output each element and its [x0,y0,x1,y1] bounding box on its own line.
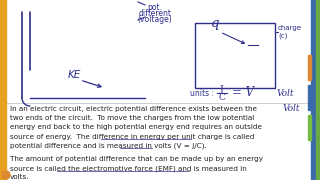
Text: In an electric circuit, electric potential difference exists between the: In an electric circuit, electric potenti… [10,106,257,112]
Bar [316,0,320,180]
Text: (voltage): (voltage) [138,15,172,24]
Bar [195,23,275,88]
Text: KE: KE [68,70,81,80]
Text: different: different [139,9,172,18]
Text: Volt: Volt [282,104,300,113]
Text: energy end back to the high potential energy end requires an outside: energy end back to the high potential en… [10,124,262,130]
Bar [311,0,316,180]
Bar [308,85,311,110]
Text: = V: = V [232,87,254,100]
Text: C: C [219,93,225,102]
Bar [308,55,311,80]
Text: potential difference and is measured in volts (V = J/C).: potential difference and is measured in … [10,143,207,149]
Text: two ends of the circuit.  To move the charges from the low potential: two ends of the circuit. To move the cha… [10,115,254,121]
Text: q: q [211,17,219,30]
Bar [308,115,311,140]
Text: pot.: pot. [148,3,163,12]
Text: charge: charge [278,25,302,31]
Text: The amount of potential difference that can be made up by an energy: The amount of potential difference that … [10,156,263,162]
Bar [0,0,6,180]
Text: source of energy.  The difference in energy per unit charge is called: source of energy. The difference in ener… [10,134,254,140]
Text: Volt: Volt [276,89,294,98]
Text: volts.: volts. [10,174,29,180]
Text: J: J [220,86,224,94]
Text: source is called the electromotive force (EMF) and is measured in: source is called the electromotive force… [10,165,247,172]
Text: (c): (c) [278,33,287,39]
Text: units :: units : [190,89,214,98]
Circle shape [2,171,10,179]
